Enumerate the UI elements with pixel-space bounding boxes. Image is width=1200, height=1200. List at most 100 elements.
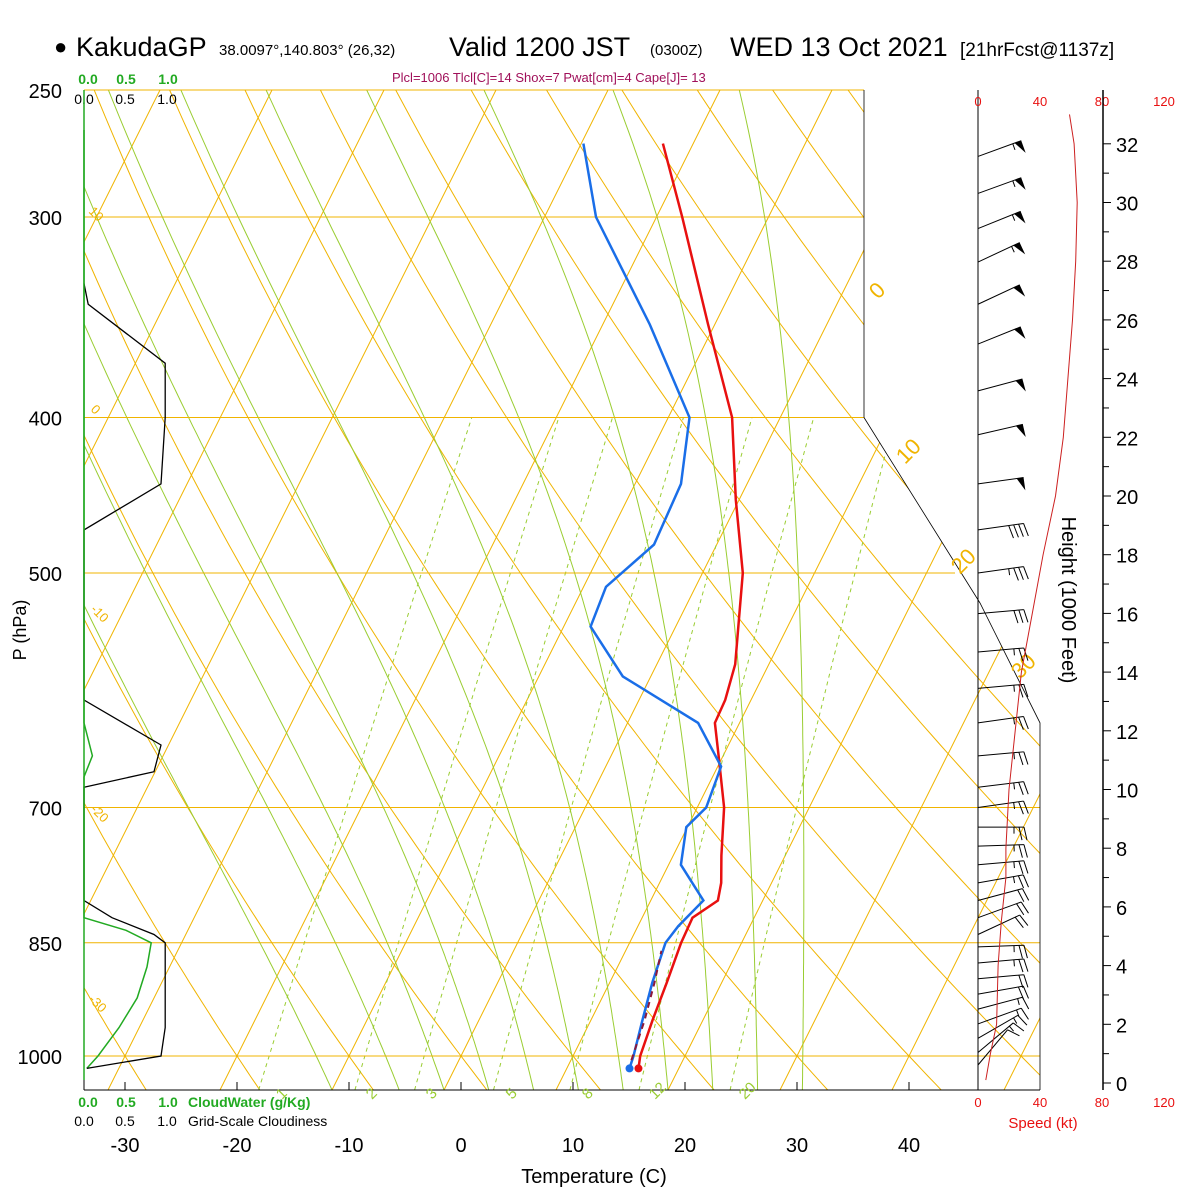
dry-adiabat-line bbox=[1074, 90, 1200, 1090]
dry-adiabat-line bbox=[169, 90, 829, 1090]
dry-adiabat-line bbox=[84, 90, 261, 1090]
x-tick-label: 20 bbox=[674, 1135, 696, 1157]
wind-barb bbox=[977, 914, 1029, 935]
height-tick-label: 26 bbox=[1116, 311, 1138, 333]
mixing-ratio-label: 3 bbox=[423, 1085, 441, 1103]
dry-adiabat-line bbox=[696, 90, 1040, 1090]
wind-barb bbox=[977, 210, 1026, 230]
height-tick-label: 6 bbox=[1116, 898, 1127, 920]
x-tick-label: -30 bbox=[111, 1135, 140, 1157]
isotherm-line bbox=[667, 90, 1040, 1090]
valid-date: WED 13 Oct 2021 bbox=[730, 32, 948, 62]
dry-adiabat-label: 10 bbox=[891, 434, 926, 469]
wind-barb bbox=[977, 901, 1029, 919]
x-tick-label: 10 bbox=[562, 1135, 584, 1157]
height-tick-label: 24 bbox=[1116, 370, 1138, 392]
moist-adiabat-line bbox=[84, 90, 400, 1090]
wind-barb bbox=[977, 944, 1028, 959]
x-tick-label: 30 bbox=[786, 1135, 808, 1157]
mixing-ratio-label: 8 bbox=[579, 1085, 597, 1103]
dry-adiabat-line bbox=[93, 90, 715, 1090]
wind-barb bbox=[977, 522, 1029, 539]
mixing-ratio-label: 5 bbox=[503, 1085, 521, 1103]
cloudiness-scale-bottom: 0.0 bbox=[74, 1113, 94, 1129]
speed-tick-top: 0 bbox=[974, 94, 981, 109]
wind-barb bbox=[977, 781, 1029, 795]
moist-adiabat-line bbox=[84, 90, 490, 1090]
wind-barb bbox=[977, 1007, 1029, 1025]
wind-speed-curve bbox=[985, 114, 1078, 1081]
mixing-ratio-line bbox=[414, 417, 613, 1090]
isotherm-line bbox=[891, 90, 1040, 1090]
wind-barb bbox=[977, 242, 1026, 263]
x-tick-label: 40 bbox=[898, 1135, 920, 1157]
isotherm-line bbox=[84, 90, 161, 1090]
isotherm-line bbox=[219, 90, 721, 1090]
mixing-ratio-label: 12 bbox=[646, 1079, 670, 1103]
wind-barb bbox=[977, 800, 1029, 815]
dry-adiabat-line bbox=[847, 90, 1040, 1090]
pressure-label: 700 bbox=[29, 798, 62, 820]
height-tick-label: 14 bbox=[1116, 663, 1138, 685]
cloudwater-scale-bottom: 0.0 bbox=[78, 1094, 98, 1110]
moist-adiabat-line bbox=[265, 90, 624, 1090]
cloudwater-scale-bottom: 0.5 bbox=[116, 1094, 136, 1110]
pressure-label: 400 bbox=[29, 409, 62, 431]
wind-barb bbox=[977, 874, 1029, 889]
y-axis-title: P (hPa) bbox=[10, 600, 30, 661]
dry-adiabat-line bbox=[84, 90, 147, 1090]
mixing-ratio-line bbox=[493, 417, 684, 1090]
height-tick-label: 8 bbox=[1116, 839, 1127, 861]
right-border-diagonal bbox=[863, 417, 1041, 1090]
x-axis-title: Temperature (C) bbox=[521, 1166, 667, 1188]
station-name: KakudaGP bbox=[76, 32, 207, 62]
moist-adiabat-line bbox=[84, 90, 445, 1090]
height-tick-label: 12 bbox=[1116, 722, 1138, 744]
speed-tick-top: 120 bbox=[1153, 94, 1175, 109]
mixing-ratio-line bbox=[258, 417, 473, 1090]
valid-zulu: (0300Z) bbox=[650, 42, 703, 59]
height-tick-label: 2 bbox=[1116, 1015, 1127, 1037]
sounding-params: Plcl=1006 Tlcl[C]=14 Shox=7 Pwat[cm]=4 C… bbox=[392, 70, 706, 85]
height-tick-label: 4 bbox=[1116, 957, 1127, 979]
height-tick-label: 16 bbox=[1116, 604, 1138, 626]
surface-temperature-dot bbox=[634, 1064, 643, 1073]
mixing-ratio-label: 20 bbox=[736, 1079, 760, 1103]
wind-barb bbox=[977, 477, 1026, 491]
moist-adiabat-line bbox=[366, 90, 669, 1090]
wind-barb bbox=[977, 844, 1028, 858]
height-tick-label: 28 bbox=[1116, 252, 1138, 274]
isotherm-line bbox=[779, 90, 1040, 1090]
speed-tick-bottom: 0 bbox=[974, 1095, 981, 1110]
pressure-label: 300 bbox=[29, 208, 62, 230]
wind-barb bbox=[977, 888, 1030, 902]
station-coords: 38.0097°,140.803° (26,32) bbox=[219, 42, 396, 59]
height-tick-label: 0 bbox=[1116, 1074, 1127, 1096]
mixing-ratio-line bbox=[729, 417, 896, 1090]
isotherm-line bbox=[331, 90, 833, 1090]
mixing-ratio-line bbox=[569, 417, 753, 1090]
height-tick-label: 30 bbox=[1116, 194, 1138, 216]
height-tick-label: 22 bbox=[1116, 428, 1138, 450]
cloud-water-curve bbox=[83, 90, 153, 1069]
wind-barb bbox=[977, 1014, 1028, 1039]
cloudwater-axis-label: CloudWater (g/Kg) bbox=[188, 1094, 310, 1110]
dry-adiabat-line bbox=[546, 90, 1040, 1090]
cloudwater-scale-top: 0.0 bbox=[78, 71, 98, 87]
moist-adiabat-line bbox=[84, 168, 333, 1090]
cloudwater-scale-bottom: 1.0 bbox=[158, 1094, 178, 1110]
cloudiness-scale-bottom: 1.0 bbox=[157, 1113, 177, 1129]
wind-barb bbox=[977, 860, 1029, 875]
dry-adiabat-line bbox=[395, 90, 1040, 1090]
dry-adiabat-line bbox=[772, 90, 1040, 1090]
isotherm-line bbox=[443, 90, 945, 1090]
isotherm-line bbox=[84, 90, 385, 1090]
dry-adiabat-line bbox=[84, 90, 488, 1090]
dewpoint-profile bbox=[582, 143, 723, 1069]
wind-barb bbox=[977, 284, 1026, 305]
dry-adiabat-line bbox=[998, 90, 1040, 1090]
dry-adiabat-line bbox=[84, 90, 601, 1090]
isotherm-line bbox=[107, 90, 609, 1090]
